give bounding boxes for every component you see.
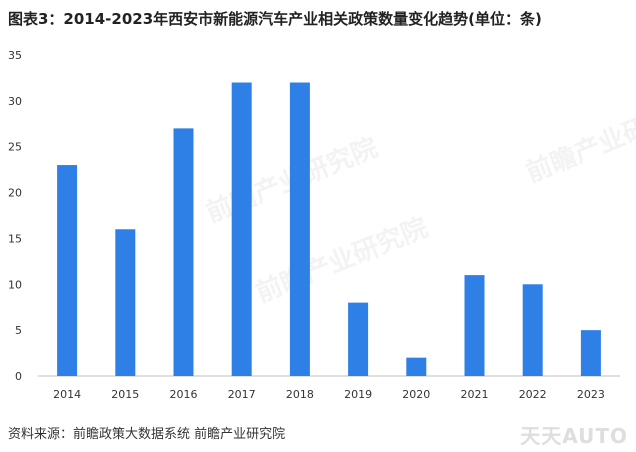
x-tick-label: 2016 [170,388,198,401]
x-tick-label: 2018 [286,388,314,401]
x-tick-label: 2020 [402,388,430,401]
bar-2019 [348,302,369,376]
x-tick-label: 2015 [111,388,139,401]
bar-2020 [406,357,427,376]
bar-2022 [522,284,543,376]
x-axis-ticks: 2014 2015 2016 2017 2018 2019 2020 2021 2022 2023 [53,388,605,401]
y-tick-label: 15 [8,232,22,245]
x-tick-label: 2021 [461,388,489,401]
y-tick-label: 10 [8,278,22,291]
bar-2021 [464,275,485,376]
y-tick-label: 5 [15,324,22,337]
x-tick-label: 2014 [53,388,81,401]
bars-group [57,82,601,376]
bar-2023 [580,330,601,376]
y-tick-label: 30 [8,95,22,108]
x-tick-label: 2023 [577,388,605,401]
y-tick-label: 0 [15,370,22,383]
bar-2018 [289,82,310,376]
bar-2017 [231,82,252,376]
source-note: 资料来源：前瞻政策大数据系统 前瞻产业研究院 [8,427,286,442]
y-tick-label: 35 [8,49,22,62]
x-tick-label: 2017 [228,388,256,401]
x-tick-label: 2019 [344,388,372,401]
y-tick-label: 20 [8,187,22,200]
logo-watermark: 天天AUTO [520,424,628,448]
bar-2014 [57,165,78,376]
bar-2015 [115,229,136,376]
y-axis-ticks: 0 5 10 15 20 25 30 35 [8,49,22,383]
x-tick-label: 2022 [519,388,547,401]
y-tick-label: 25 [8,141,22,154]
chart-title: 图表3：2014-2023年西安市新能源汽车产业相关政策数量变化趋势(单位：条) [8,10,542,28]
bar-2016 [173,128,194,376]
